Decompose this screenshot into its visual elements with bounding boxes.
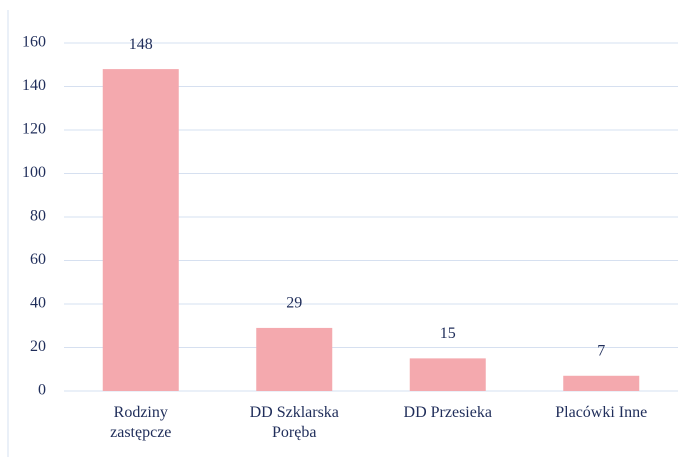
x-tick-label: DD Przesieka [403,404,492,421]
y-tick-label: 20 [30,338,46,355]
x-tick-label: Placówki Inne [555,404,648,421]
y-tick-label: 120 [22,121,46,138]
y-tick-label: 60 [30,251,46,268]
y-tick-label: 80 [30,208,46,225]
y-tick-label: 140 [22,77,46,94]
data-label: 148 [129,36,153,53]
y-tick-label: 100 [22,164,46,181]
y-tick-label: 40 [30,295,46,312]
bar [563,375,640,391]
data-label: 29 [286,295,302,312]
bar [256,327,333,391]
data-label: 15 [440,325,456,342]
bar [102,69,179,391]
y-tick-label: 0 [38,382,46,399]
data-label: 7 [597,342,605,359]
bar [409,358,486,391]
x-tick-label: DD Szklarska Poręba [249,404,339,441]
x-tick-label: Rodziny zastępcze [110,404,172,441]
y-tick-label: 160 [22,34,46,51]
